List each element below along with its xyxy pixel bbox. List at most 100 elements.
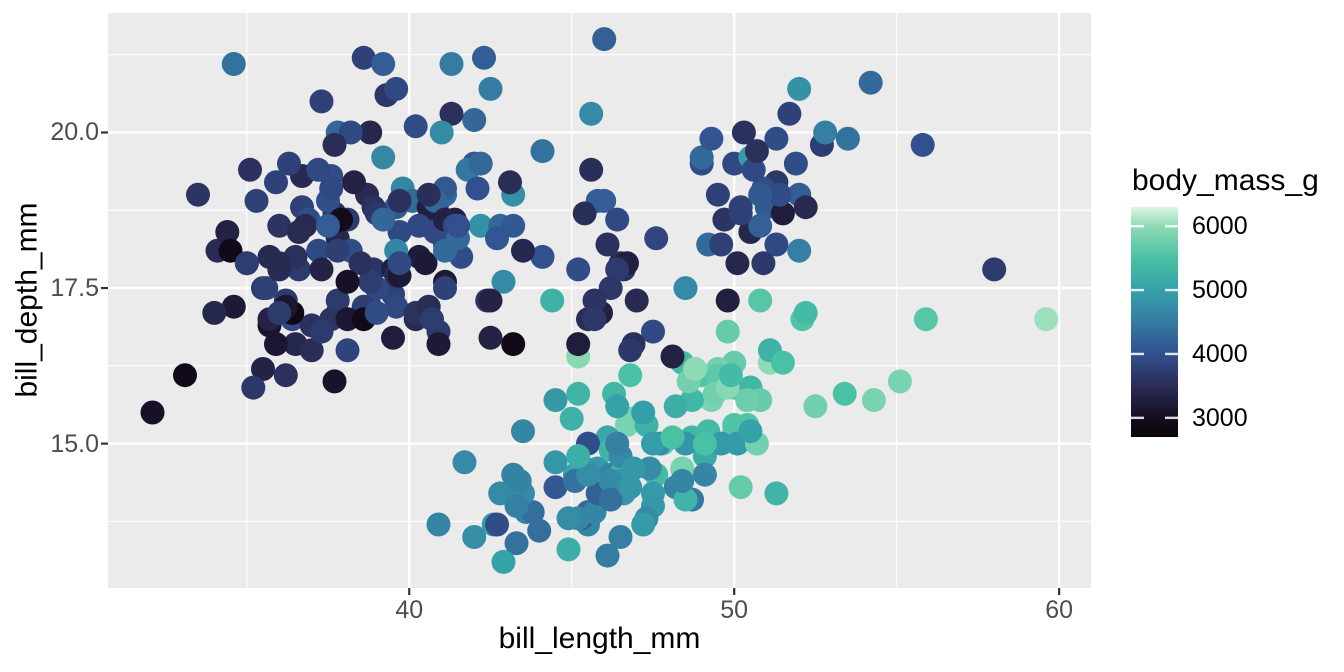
data-point <box>504 493 529 518</box>
data-point <box>234 251 259 276</box>
data-point <box>387 251 412 276</box>
data-point <box>416 182 441 207</box>
data-point <box>787 238 812 263</box>
data-point <box>371 52 396 76</box>
data-point <box>319 176 344 201</box>
data-point <box>364 300 389 325</box>
data-point <box>618 363 643 388</box>
data-point <box>576 462 600 487</box>
legend-tick-label: 5000 <box>1192 276 1248 305</box>
data-point <box>251 357 275 381</box>
data-point <box>1034 307 1059 332</box>
data-point <box>488 481 513 506</box>
x-tick-label: 40 <box>395 596 424 624</box>
data-point <box>468 151 493 176</box>
data-point <box>621 456 646 481</box>
data-point <box>264 170 288 195</box>
x-axis-title: bill_length_mm <box>498 622 701 655</box>
data-point <box>689 145 714 170</box>
data-point <box>605 394 630 419</box>
data-point <box>631 512 656 537</box>
legend-tick-label: 6000 <box>1192 212 1248 241</box>
data-point <box>267 300 292 325</box>
data-point <box>371 207 396 232</box>
data-point <box>803 394 828 419</box>
data-point <box>358 269 383 294</box>
data-point <box>335 269 360 294</box>
data-point <box>504 531 529 556</box>
data-point <box>598 469 623 493</box>
legend-tick-label: 3000 <box>1192 403 1248 432</box>
data-point <box>277 151 301 176</box>
data-point <box>238 157 262 182</box>
data-point <box>715 288 740 313</box>
data-point <box>725 251 750 276</box>
data-point <box>605 431 630 456</box>
data-point <box>982 257 1007 282</box>
data-point <box>595 232 620 257</box>
data-point <box>299 338 324 363</box>
data-point <box>325 238 350 263</box>
points-layer <box>140 27 1059 574</box>
data-point <box>306 157 331 182</box>
data-point <box>407 213 431 238</box>
data-point <box>530 244 555 269</box>
data-point <box>439 52 464 76</box>
y-tick-label: 20.0 <box>50 118 99 147</box>
data-point <box>433 276 457 301</box>
data-point <box>335 338 360 363</box>
data-point <box>384 76 409 101</box>
data-point <box>543 475 568 500</box>
data-point <box>316 213 340 238</box>
data-point <box>660 344 685 369</box>
data-point <box>273 363 298 388</box>
data-point <box>384 294 409 319</box>
data-point <box>861 388 886 413</box>
data-point <box>631 400 656 425</box>
data-point <box>491 549 516 574</box>
data-point <box>439 101 464 126</box>
data-point <box>501 332 526 357</box>
x-tick-label: 60 <box>1045 596 1074 624</box>
data-point <box>218 238 243 263</box>
data-point <box>221 294 246 319</box>
data-point <box>381 325 405 350</box>
data-point <box>387 220 412 244</box>
data-point <box>527 518 552 543</box>
data-point <box>663 394 688 419</box>
data-point <box>744 139 769 164</box>
data-point <box>267 257 292 282</box>
data-point <box>286 220 311 244</box>
data-point <box>342 170 366 195</box>
data-point <box>692 431 717 456</box>
data-point <box>325 288 350 313</box>
data-point <box>832 381 857 406</box>
data-point <box>462 525 487 549</box>
data-point <box>673 487 698 512</box>
data-point <box>543 450 568 475</box>
data-point <box>731 120 756 145</box>
data-point <box>254 276 279 301</box>
data-point <box>452 450 477 475</box>
data-point <box>718 363 743 388</box>
data-point <box>322 369 347 394</box>
data-point <box>140 400 165 425</box>
y-tick-label: 17.5 <box>50 274 99 303</box>
data-point <box>403 114 428 139</box>
data-point <box>715 319 740 344</box>
data-point <box>478 325 503 350</box>
data-point <box>371 145 396 170</box>
data-point <box>793 300 818 325</box>
data-point <box>530 139 555 164</box>
data-point <box>605 207 630 232</box>
data-point <box>910 132 935 157</box>
data-point <box>498 170 522 195</box>
data-point <box>748 182 773 207</box>
data-point <box>556 506 581 531</box>
data-point <box>202 300 227 325</box>
data-point <box>501 213 526 238</box>
data-point <box>618 475 643 500</box>
x-tick-label: 50 <box>720 596 749 624</box>
data-point <box>887 369 912 394</box>
